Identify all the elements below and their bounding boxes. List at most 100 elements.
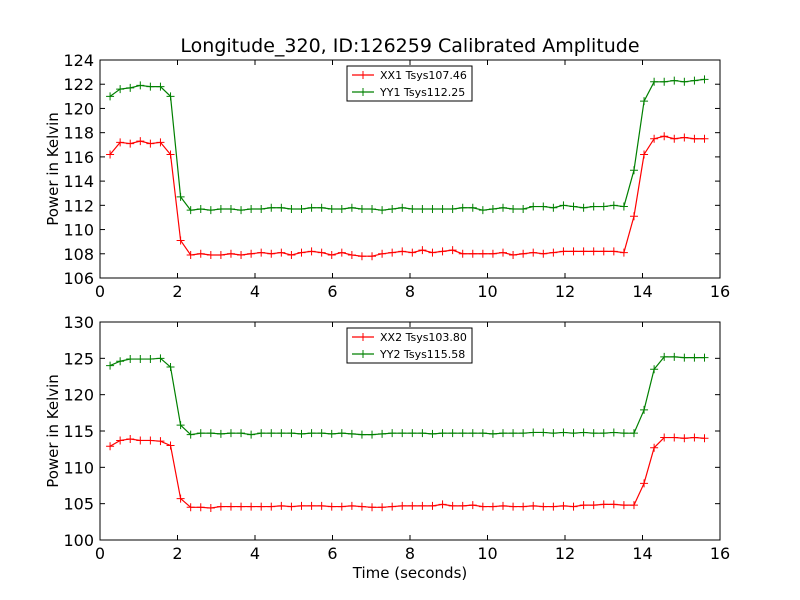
bottom-green-series-point bbox=[257, 429, 266, 438]
bottom-green-series-point bbox=[317, 429, 326, 438]
bottom-green-series-point bbox=[488, 429, 497, 438]
bottom-red-series-point bbox=[196, 503, 205, 512]
top-red-series-point bbox=[599, 247, 608, 256]
top-green-series-point bbox=[166, 92, 175, 101]
top-green-series-point bbox=[277, 203, 286, 212]
bottom-plot-panel: 0 2 4 6 8 10 12 14 16 100 105 110 115 120 125 130 XX2 Ts… bbox=[63, 313, 730, 563]
top-red-series-point bbox=[418, 246, 427, 255]
top-red-series-point bbox=[126, 139, 135, 148]
top-green-series-point bbox=[146, 82, 155, 91]
bottom-green-series-point bbox=[277, 429, 286, 438]
top-green-series-point bbox=[629, 166, 638, 175]
bottom-red-series-point bbox=[146, 436, 155, 445]
top-red-series-point bbox=[499, 248, 507, 257]
top-red-series-point bbox=[448, 246, 457, 255]
top-green-series-point bbox=[539, 202, 548, 211]
top-red-series-point bbox=[478, 249, 487, 258]
top-legend-marker bbox=[359, 88, 367, 96]
bottom-red-series-point bbox=[317, 501, 326, 510]
bottom-green-series-point bbox=[458, 429, 467, 438]
bottom-red-series-point bbox=[448, 501, 457, 510]
bottom-red-series-point bbox=[418, 501, 427, 510]
top-red-series-point bbox=[307, 247, 316, 256]
top-red-series-point bbox=[650, 134, 659, 143]
top-red-series-point bbox=[388, 248, 397, 257]
bottom-red-series-point bbox=[509, 502, 518, 511]
bottom-red-series-point bbox=[579, 501, 588, 510]
bottom-red-series-point bbox=[368, 503, 377, 512]
top-legend-label: YY1 Tsys112.25 bbox=[379, 86, 465, 99]
bottom-green-series-point bbox=[307, 429, 316, 438]
bottom-green-series-point bbox=[146, 355, 155, 364]
bottom-red-series-point bbox=[136, 436, 145, 445]
bottom-red-series-point bbox=[438, 500, 447, 509]
top-x-tick-label: 12 bbox=[555, 282, 575, 301]
bottom-green-series-point bbox=[629, 429, 638, 438]
bottom-green-series-point bbox=[206, 429, 215, 438]
top-green-series-point bbox=[458, 203, 467, 212]
bottom-green-series-point bbox=[347, 429, 356, 438]
top-green-series-point bbox=[176, 192, 185, 201]
top-red-series-point bbox=[357, 252, 366, 261]
top-red-series-point bbox=[156, 138, 165, 147]
top-red-series-point bbox=[347, 250, 356, 259]
top-legend-label: XX1 Tsys107.46 bbox=[380, 69, 467, 82]
top-x-tick-label: 14 bbox=[632, 282, 652, 301]
top-red-series-point bbox=[176, 236, 185, 245]
bottom-green-series-point bbox=[660, 352, 669, 361]
top-green-series-point bbox=[680, 77, 689, 86]
bottom-legend-frame bbox=[346, 327, 473, 364]
top-legend-frame bbox=[346, 65, 473, 102]
top-green-series-point bbox=[337, 204, 346, 213]
top-green-series-point bbox=[640, 97, 649, 106]
top-y-tick-label: 116 bbox=[63, 148, 94, 167]
bottom-green-series-point bbox=[549, 429, 558, 438]
top-green-series-point bbox=[468, 203, 477, 212]
top-red-series-point bbox=[549, 248, 558, 257]
bottom-red-series-point bbox=[388, 502, 397, 511]
top-red-series-point bbox=[186, 250, 195, 259]
top-y-tick-label: 124 bbox=[63, 51, 94, 70]
bottom-green-series-point bbox=[186, 430, 195, 439]
top-x-tick-label: 2 bbox=[172, 282, 182, 301]
top-green-series-point bbox=[398, 203, 407, 212]
top-x-tick-label: 16 bbox=[710, 282, 730, 301]
bottom-legend-label: YY2 Tsys115.58 bbox=[379, 348, 465, 361]
top-green-series-point bbox=[378, 206, 387, 215]
bottom-y-tick-label: 110 bbox=[63, 458, 94, 477]
top-green-series-point bbox=[448, 204, 457, 213]
top-green-series-point bbox=[519, 204, 528, 213]
bottom-green-series-point bbox=[216, 429, 225, 438]
top-red-series-point bbox=[700, 134, 709, 143]
bottom-red-series-point bbox=[176, 494, 185, 503]
top-green-series-point bbox=[599, 202, 608, 211]
bottom-green-series-point bbox=[156, 354, 165, 363]
bottom-red-series-point bbox=[478, 502, 487, 511]
bottom-green-series-point bbox=[599, 429, 608, 438]
top-green-series-point bbox=[408, 204, 417, 213]
bottom-legend-marker bbox=[359, 333, 367, 341]
bottom-x-tick-label: 4 bbox=[250, 544, 260, 563]
top-green-series-point bbox=[317, 203, 326, 212]
top-green-series-point bbox=[287, 204, 296, 213]
bottom-x-tick-label: 8 bbox=[405, 544, 415, 563]
bottom-red-series-point bbox=[247, 502, 256, 511]
top-red-series-point bbox=[337, 248, 346, 257]
top-red-series-point bbox=[196, 249, 205, 258]
bottom-red-series-point bbox=[529, 501, 538, 510]
bottom-green-series-point bbox=[297, 429, 306, 438]
bottom-red-series-point bbox=[468, 501, 477, 510]
bottom-green-series-point bbox=[357, 430, 366, 439]
bottom-green-series-point bbox=[589, 429, 598, 438]
bottom-x-tick-label: 12 bbox=[555, 544, 575, 563]
bottom-x-tick-label: 2 bbox=[172, 544, 182, 563]
top-red-series-point bbox=[609, 247, 618, 256]
top-red-series-point bbox=[247, 249, 256, 258]
bottom-green-series-point bbox=[418, 429, 427, 438]
top-green-series-point bbox=[216, 204, 225, 213]
top-red-series-point bbox=[327, 250, 336, 259]
top-green-series-point bbox=[589, 202, 598, 211]
top-green-series-point bbox=[347, 203, 356, 212]
bottom-legend-label: XX2 Tsys103.80 bbox=[380, 331, 467, 344]
bottom-legend: XX2 Tsys103.80 YY2 Tsys115.58 bbox=[346, 327, 473, 364]
